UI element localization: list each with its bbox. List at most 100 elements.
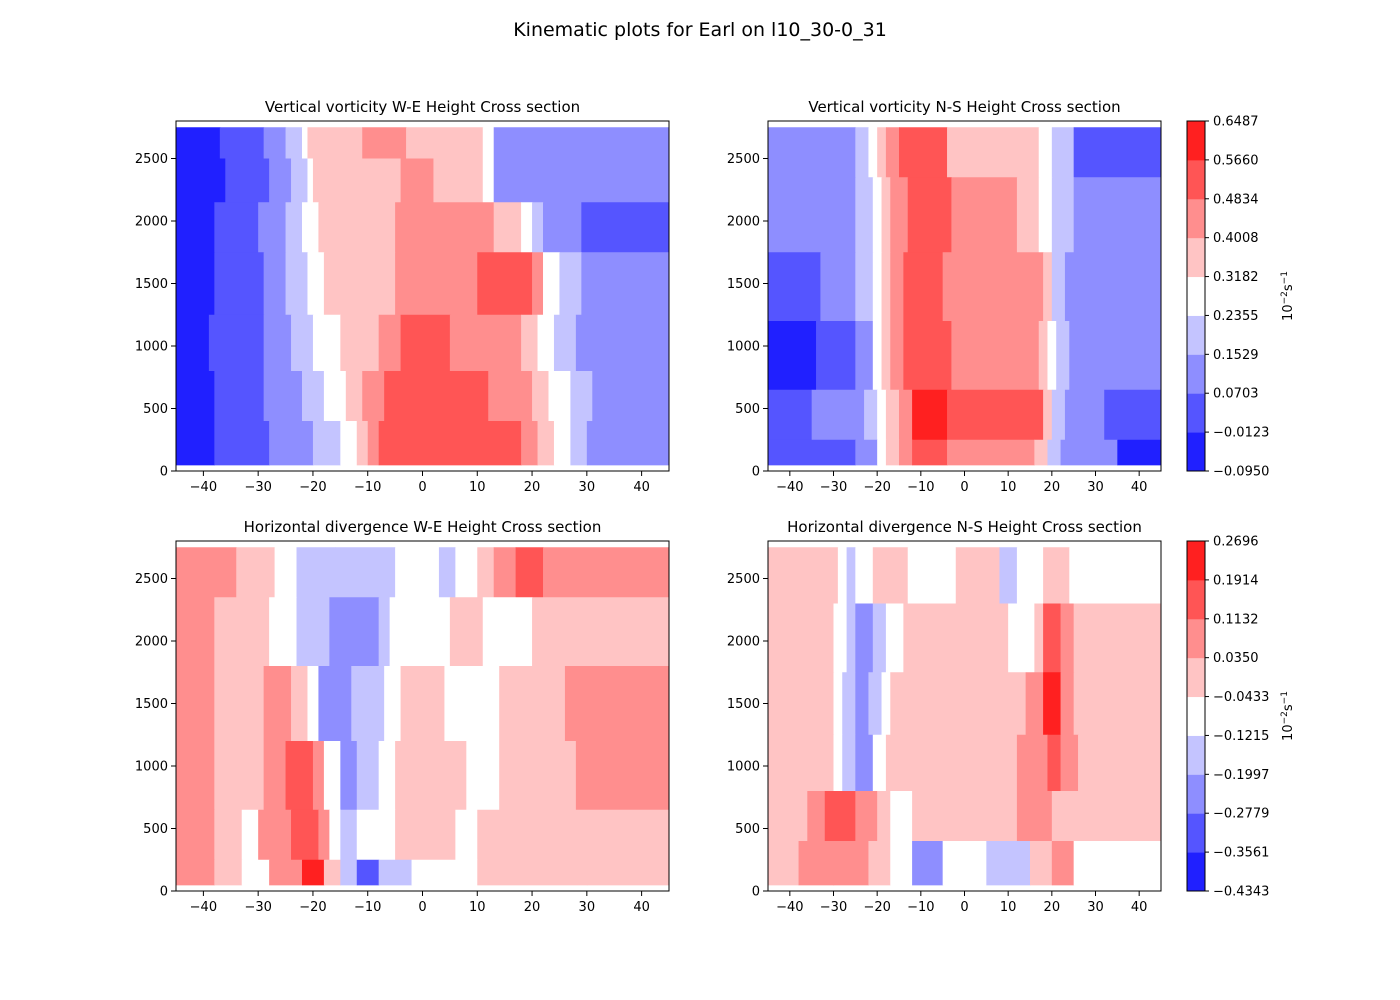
contour-band bbox=[307, 127, 347, 160]
contour-band bbox=[1117, 439, 1161, 466]
contour-band bbox=[1016, 791, 1035, 842]
contour-band bbox=[318, 202, 396, 253]
contour-band bbox=[1056, 321, 1070, 391]
contour-band bbox=[837, 547, 848, 605]
contour-band bbox=[323, 859, 341, 886]
y-tick-label: 1000 bbox=[135, 760, 168, 775]
colorbar-swatch bbox=[1187, 237, 1205, 278]
contour-band bbox=[532, 252, 544, 316]
contour-band bbox=[214, 597, 270, 667]
contour-band bbox=[1038, 321, 1049, 391]
contour-band bbox=[1043, 672, 1062, 736]
contour-band bbox=[768, 389, 813, 441]
contour-band bbox=[438, 547, 456, 598]
contour-band bbox=[872, 321, 883, 391]
contour-band bbox=[395, 202, 495, 253]
x-tick-label: 10 bbox=[469, 900, 486, 915]
contour-band bbox=[842, 734, 856, 792]
contour-band bbox=[855, 321, 874, 391]
contour-band bbox=[543, 252, 561, 316]
contour-band bbox=[176, 809, 215, 861]
contour-band bbox=[285, 252, 309, 316]
contour-band bbox=[986, 841, 1031, 886]
contour-band bbox=[208, 314, 265, 372]
contour-band bbox=[543, 202, 582, 253]
contour-band bbox=[881, 252, 891, 322]
x-tick-label: −10 bbox=[354, 480, 381, 495]
contour-band bbox=[323, 252, 396, 316]
contour-band bbox=[1051, 841, 1075, 886]
contour-band bbox=[482, 127, 495, 160]
x-tick-label: −40 bbox=[190, 900, 217, 915]
contour-band bbox=[951, 321, 1040, 391]
contour-band bbox=[1016, 734, 1035, 792]
contour-band bbox=[340, 859, 358, 886]
contour-band bbox=[269, 421, 314, 466]
contour-band bbox=[312, 741, 325, 811]
contour-band bbox=[1047, 321, 1057, 391]
panel-title: Horizontal divergence N-S Height Cross s… bbox=[787, 518, 1142, 536]
contour-band bbox=[846, 547, 856, 605]
contour-band bbox=[553, 314, 577, 372]
contour-band bbox=[768, 841, 800, 886]
panel-vv-ns: Vertical vorticity N-S Height Cross sect… bbox=[727, 98, 1296, 495]
contour-band bbox=[877, 389, 887, 441]
contour-band bbox=[296, 597, 330, 667]
x-tick-label: −30 bbox=[244, 900, 271, 915]
contour-band bbox=[855, 127, 870, 178]
colorbar-frame bbox=[1186, 540, 1206, 892]
contour-band bbox=[1025, 672, 1044, 736]
colorbar-tick-label: −0.1215 bbox=[1213, 729, 1269, 744]
contour-band bbox=[768, 321, 817, 391]
contour-band bbox=[768, 439, 856, 466]
contour-band bbox=[768, 547, 839, 605]
contour-band bbox=[493, 158, 669, 203]
contour-band bbox=[345, 127, 363, 160]
x-tick-label: −40 bbox=[776, 480, 803, 495]
x-tick-label: 10 bbox=[469, 480, 486, 495]
x-tick-label: 40 bbox=[1131, 480, 1148, 495]
contour-band bbox=[367, 421, 380, 466]
contour-band bbox=[885, 127, 900, 178]
contour-band bbox=[263, 127, 287, 160]
contour-band bbox=[864, 389, 878, 441]
contour-band bbox=[899, 127, 948, 178]
contour-band bbox=[581, 252, 669, 316]
contour-band bbox=[214, 202, 259, 253]
contour-band bbox=[1051, 177, 1075, 253]
y-tick-label: 1500 bbox=[727, 697, 760, 712]
contour-band bbox=[477, 252, 533, 316]
x-tick-label: 10 bbox=[1000, 480, 1017, 495]
contour-band bbox=[1038, 177, 1053, 253]
contour-band bbox=[807, 791, 826, 842]
contour-band bbox=[356, 421, 369, 466]
contour-band bbox=[356, 741, 380, 811]
contour-band bbox=[466, 741, 500, 811]
contour-band bbox=[1051, 791, 1075, 842]
contour-band bbox=[241, 809, 259, 861]
contour-band bbox=[493, 202, 522, 253]
contour-band bbox=[285, 202, 303, 253]
contour-band bbox=[872, 547, 909, 605]
contour-band bbox=[1073, 603, 1161, 673]
contour-band bbox=[1043, 252, 1053, 322]
contour-band bbox=[1043, 547, 1070, 605]
contour-band bbox=[411, 859, 478, 886]
x-tick-label: 40 bbox=[1131, 900, 1148, 915]
contour-band bbox=[1030, 841, 1053, 886]
contour-band bbox=[890, 672, 935, 736]
y-tick-label: 2500 bbox=[727, 572, 760, 587]
contour-band bbox=[1064, 252, 1161, 322]
contour-band bbox=[890, 177, 909, 253]
contour-band bbox=[433, 158, 484, 203]
colorbar-tick-label: 0.2696 bbox=[1213, 535, 1259, 550]
contour-band bbox=[811, 389, 865, 441]
x-tick-label: 30 bbox=[1087, 900, 1104, 915]
y-tick-label: 1000 bbox=[727, 760, 760, 775]
contour-band bbox=[378, 859, 413, 886]
contour-band bbox=[400, 158, 435, 203]
contour-band bbox=[274, 547, 298, 598]
contour-band bbox=[912, 791, 1018, 842]
figure-title: Kinematic plots for Earl on l10_30-0_31 bbox=[513, 19, 887, 41]
